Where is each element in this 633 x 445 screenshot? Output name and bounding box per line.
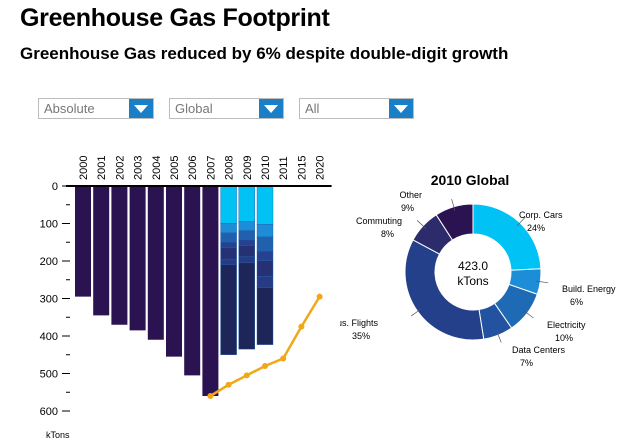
- slice-label: Corp. Cars: [519, 210, 563, 220]
- y-tick-label: 100: [40, 219, 58, 231]
- region-dropdown-value: Global: [175, 101, 213, 116]
- stacked-segment: [220, 264, 237, 355]
- trend-point: [262, 363, 268, 369]
- x-tick-label: 2006: [187, 156, 199, 180]
- slice-leader: [536, 280, 549, 284]
- slice-label: Electricity: [547, 320, 586, 330]
- slice-leader: [410, 308, 422, 317]
- y-tick-label: 200: [40, 256, 58, 268]
- stacked-segment: [238, 221, 256, 231]
- donut-center-value: 423.0: [458, 259, 488, 273]
- category-dropdown[interactable]: All: [299, 98, 414, 119]
- donut-center-unit: kTons: [457, 274, 488, 288]
- page-title: Greenhouse Gas Footprint: [20, 4, 330, 32]
- stacked-segment: [238, 245, 256, 258]
- y-tick-label: 400: [40, 331, 58, 343]
- history-bar: [202, 186, 219, 396]
- slice-percent: 35%: [352, 331, 370, 341]
- slice-label: Build. Energy: [562, 284, 616, 294]
- category-dropdown-value: All: [305, 101, 320, 116]
- stacked-segment: [256, 224, 274, 238]
- x-tick-label: 2015: [296, 156, 308, 180]
- chevron-down-icon[interactable]: [389, 99, 413, 118]
- slice-percent: 10%: [555, 333, 573, 343]
- y-tick-label: 500: [40, 369, 58, 381]
- slice-percent: 6%: [570, 297, 583, 307]
- trend-point: [243, 372, 250, 379]
- page-subtitle: Greenhouse Gas reduced by 6% despite dou…: [20, 44, 509, 63]
- slice-label: Other: [399, 190, 422, 200]
- stacked-segment: [220, 185, 237, 224]
- history-bar: [111, 186, 128, 325]
- slice-percent: 8%: [381, 229, 394, 239]
- history-bar: [147, 186, 164, 340]
- slice-label: Data Centers: [512, 345, 566, 355]
- trend-point: [280, 355, 287, 362]
- stacked-segment: [256, 185, 274, 225]
- x-tick-label: 2020: [315, 156, 327, 180]
- stacked-segment: [256, 236, 274, 252]
- stacked-segment: [220, 247, 237, 260]
- stacked-segment: [238, 230, 256, 241]
- x-tick-label: 2005: [169, 156, 181, 180]
- donut-slice: [404, 239, 485, 341]
- donut-slice: [435, 203, 474, 241]
- donut-chart: 2010 Global Corp. Cars 24% Build. Energy 6% E…: [340, 172, 616, 368]
- trend-point: [316, 293, 323, 300]
- slice-percent: 9%: [401, 203, 414, 213]
- stacked-segment: [220, 223, 237, 234]
- trend-point: [207, 393, 214, 399]
- slice-label: Bus. Flights: [340, 318, 378, 328]
- y-tick-label: 600: [40, 406, 58, 418]
- x-tick-label: 2000: [78, 156, 90, 180]
- stacked-segment: [220, 242, 237, 249]
- slice-leader: [496, 331, 502, 343]
- x-tick-label: 2009: [242, 156, 254, 180]
- region-dropdown[interactable]: Global: [169, 98, 284, 119]
- stacked-segment: [238, 185, 256, 222]
- stacked-segment: [256, 276, 274, 288]
- slice-leader: [451, 198, 456, 211]
- slice-percent: 24%: [527, 223, 545, 233]
- stacked-segment: [256, 260, 274, 277]
- history-bar: [184, 186, 201, 376]
- x-tick-label: 2002: [114, 156, 126, 180]
- slice-leader: [516, 216, 526, 226]
- slice-percent: 7%: [520, 358, 533, 368]
- slice-leader: [523, 310, 534, 319]
- x-tick-label: 2004: [151, 156, 163, 180]
- history-bar: [93, 186, 110, 316]
- stacked-segment: [238, 256, 256, 264]
- stacked-segment: [256, 251, 274, 261]
- y-tick-label: 0: [52, 181, 58, 193]
- x-tick-label: 2001: [96, 156, 108, 180]
- stacked-segment: [238, 239, 256, 246]
- stacked-segment: [220, 232, 237, 243]
- trend-point: [298, 323, 305, 330]
- x-tick-label: 2007: [205, 156, 217, 180]
- stacked-segment: [238, 262, 256, 350]
- donut-title: 2010 Global: [431, 172, 510, 188]
- history-bar: [75, 186, 91, 297]
- slice-leader: [416, 220, 427, 229]
- y-unit-label: kTons: [46, 430, 70, 440]
- stacked-segment: [256, 287, 274, 345]
- stacked-segment: [220, 258, 237, 265]
- bar-chart: 0 100 200 300 400 500 600 kTons 2000 2001 2002 2003…: [40, 156, 332, 440]
- slice-label: Commuting: [356, 216, 402, 226]
- mode-dropdown-value: Absolute: [44, 101, 95, 116]
- x-tick-label: 2008: [224, 156, 236, 180]
- x-tick-label: 2011: [278, 156, 290, 180]
- mode-dropdown[interactable]: Absolute: [38, 98, 154, 119]
- y-tick-label: 300: [40, 294, 58, 306]
- chevron-down-icon[interactable]: [259, 99, 283, 118]
- x-tick-label: 2010: [260, 156, 272, 180]
- history-bar: [166, 186, 182, 357]
- trend-point: [225, 381, 232, 388]
- history-bar: [129, 186, 146, 331]
- chevron-down-icon[interactable]: [129, 99, 153, 118]
- x-tick-label: 2003: [133, 156, 145, 180]
